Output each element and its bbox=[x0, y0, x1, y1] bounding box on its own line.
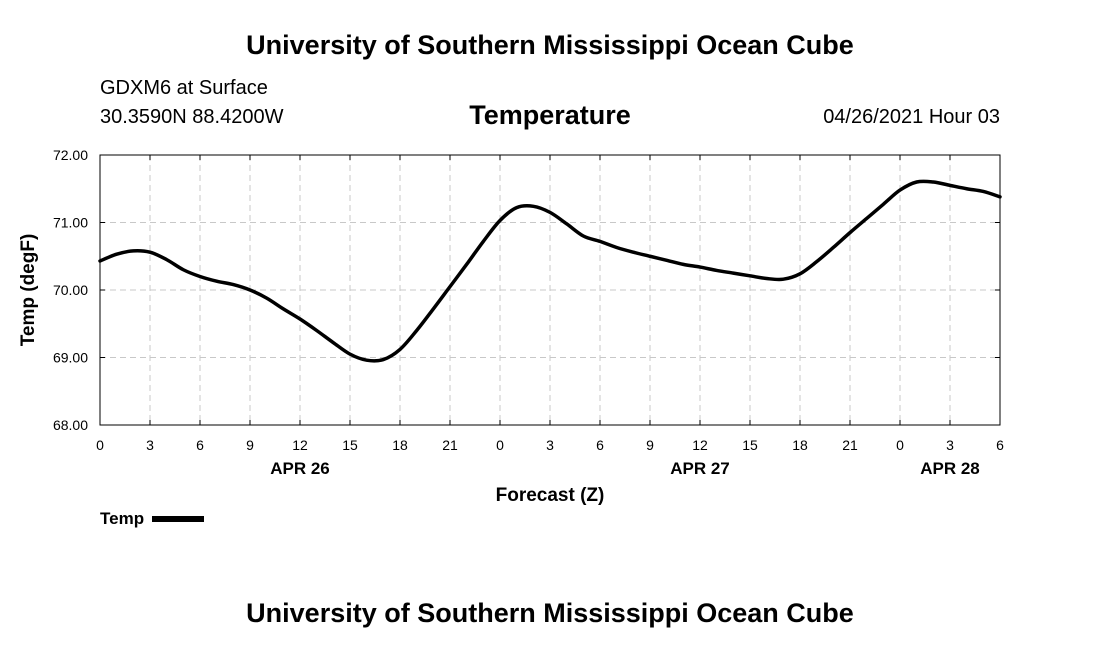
x-tick-label: 12 bbox=[292, 437, 308, 453]
legend-label: Temp bbox=[100, 509, 145, 528]
chart-title: Temperature bbox=[469, 100, 631, 130]
date-label: APR 28 bbox=[920, 459, 980, 478]
y-tick-label: 71.00 bbox=[53, 215, 88, 231]
y-tick-label: 70.00 bbox=[53, 282, 88, 298]
x-tick-label: 12 bbox=[692, 437, 708, 453]
y-tick-label: 68.00 bbox=[53, 417, 88, 433]
x-tick-label: 0 bbox=[96, 437, 104, 453]
footer-title: University of Southern Mississippi Ocean… bbox=[246, 598, 854, 628]
x-tick-label: 6 bbox=[196, 437, 204, 453]
x-tick-label: 0 bbox=[496, 437, 504, 453]
y-tick-label: 69.00 bbox=[53, 350, 88, 366]
x-tick-label: 9 bbox=[646, 437, 654, 453]
station-label: GDXM6 at Surface bbox=[100, 77, 268, 99]
x-tick-label: 0 bbox=[896, 437, 904, 453]
x-tick-label: 9 bbox=[246, 437, 254, 453]
y-tick-label: 72.00 bbox=[53, 147, 88, 163]
date-label: APR 27 bbox=[670, 459, 730, 478]
x-tick-label: 15 bbox=[742, 437, 758, 453]
coordinates-label: 30.3590N 88.4200W bbox=[100, 106, 284, 128]
legend: Temp bbox=[100, 509, 205, 529]
x-tick-label: 21 bbox=[842, 437, 858, 453]
temp-series-line bbox=[98, 179, 1002, 363]
x-tick-label: 3 bbox=[946, 437, 954, 453]
y-axis-label: Temp (degF) bbox=[18, 234, 39, 347]
forecast-datetime: 04/26/2021 Hour 03 bbox=[823, 106, 1000, 128]
x-tick-label: 6 bbox=[596, 437, 604, 453]
x-tick-label: 21 bbox=[442, 437, 458, 453]
plot-frame bbox=[99, 154, 1001, 426]
x-tick-label: 3 bbox=[146, 437, 154, 453]
page-title: University of Southern Mississippi Ocean… bbox=[246, 30, 854, 60]
x-tick-label: 3 bbox=[546, 437, 554, 453]
x-tick-label: 18 bbox=[392, 437, 408, 453]
x-tick-label: 6 bbox=[996, 437, 1004, 453]
date-label: APR 26 bbox=[270, 459, 330, 478]
x-axis-label: Forecast (Z) bbox=[496, 485, 605, 506]
x-tick-label: 15 bbox=[342, 437, 358, 453]
x-tick-label: 18 bbox=[792, 437, 808, 453]
legend-swatch bbox=[152, 516, 205, 522]
